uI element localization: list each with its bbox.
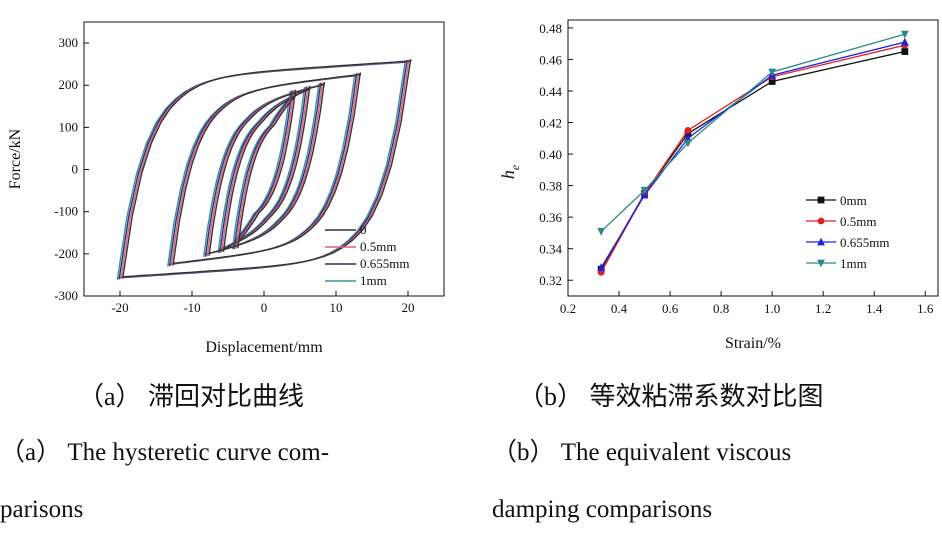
legend-b: 0mm 0.5mm 0.655mm 1mm xyxy=(806,193,889,271)
y-tick-label-b: 0.32 xyxy=(539,273,562,288)
x-tick-label-a: 0 xyxy=(261,300,268,315)
x-tick-label-a: 20 xyxy=(402,300,415,315)
data-point-marker xyxy=(597,263,606,272)
y-tick-label-b: 0.48 xyxy=(539,21,562,36)
legend-label-b: 1mm xyxy=(840,256,867,271)
y-tick-label-a: 0 xyxy=(72,162,79,177)
y-tick-label-b: 0.40 xyxy=(539,147,562,162)
y-tick-label-b: 0.44 xyxy=(539,84,562,99)
data-point-marker xyxy=(901,48,909,55)
y-axis-label-a: Force/kN xyxy=(7,128,24,189)
x-tick-label-b: 0.4 xyxy=(611,301,628,316)
data-point-marker xyxy=(817,237,825,246)
plot-frame-b xyxy=(567,19,939,297)
y-tick-label-a: -100 xyxy=(54,204,78,219)
x-tick-label-b: 1.2 xyxy=(815,301,831,316)
legend-a: 0 0.5mm 0.655mm 1mm xyxy=(325,222,409,288)
data-point-marker xyxy=(817,259,825,268)
data-point-marker xyxy=(684,126,692,134)
y-tick-label-a: -300 xyxy=(54,288,78,303)
data-point-marker xyxy=(817,217,825,225)
legend-label-a: 0.655mm xyxy=(360,256,409,271)
y-tick-label-a: 100 xyxy=(59,119,79,134)
axis-ticks-b: 0.2 0.4 0.6 0.8 1.0 1.2 1.4 1.6 0.32 0.34 0.36 0.38… xyxy=(539,21,934,316)
caption-a-english-line2: parisons xyxy=(0,496,84,523)
caption-b-english-line1: （b） The equivalent viscous xyxy=(492,439,792,466)
data-point-marker xyxy=(817,196,825,204)
x-tick-label-a: -10 xyxy=(183,300,200,315)
caption-a-english-line1: （a） The hysteretic curve com- xyxy=(0,439,330,466)
x-tick-label-b: 0.6 xyxy=(662,301,679,316)
damping-series xyxy=(597,30,909,276)
legend-label-b: 0.655mm xyxy=(840,235,889,250)
y-tick-label-b: 0.38 xyxy=(539,179,562,194)
caption-b-english-line2: damping comparisons xyxy=(492,496,713,523)
x-tick-label-b: 1.6 xyxy=(917,301,934,316)
data-point-marker xyxy=(900,30,909,39)
y-tick-label-a: -200 xyxy=(54,246,78,261)
y-tick-label-b: 0.42 xyxy=(539,116,562,131)
damping-comparison-chart: 0.2 0.4 0.6 0.8 1.0 1.2 1.4 1.6 0.32 0.34 0.36 0.38… xyxy=(498,19,939,352)
y-tick-label-a: 300 xyxy=(59,35,79,50)
x-tick-label-b: 1.0 xyxy=(764,301,780,316)
y-tick-label-b: 0.36 xyxy=(539,210,562,225)
data-point-marker xyxy=(768,78,776,85)
data-point-marker xyxy=(597,227,606,236)
caption-a-chinese: （a） 滞回对比曲线 xyxy=(78,382,305,411)
x-tick-label-a: -20 xyxy=(111,300,128,315)
legend-label-a: 1mm xyxy=(360,273,387,288)
data-point-marker xyxy=(640,186,649,195)
legend-label-a: 0.5mm xyxy=(360,239,396,254)
data-point-marker xyxy=(900,37,909,46)
caption-b-chinese: （b） 等效粘滞系数对比图 xyxy=(518,382,824,411)
y-tick-label-a: 200 xyxy=(59,77,79,92)
x-axis-label-a: Displacement/mm xyxy=(205,339,323,356)
damping-series-line xyxy=(600,41,905,268)
y-tick-label-b: 0.34 xyxy=(539,242,562,257)
legend-label-a: 0 xyxy=(360,222,367,237)
data-point-marker xyxy=(684,139,692,148)
legend-label-b: 0mm xyxy=(840,193,867,208)
data-point-marker xyxy=(768,68,777,77)
x-tick-label-a: 10 xyxy=(330,300,343,315)
hysteresis-series-line xyxy=(122,59,412,279)
y-axis-label-b: he xyxy=(498,164,522,179)
legend-label-b: 0.5mm xyxy=(840,214,876,229)
hysteresis-curves xyxy=(116,59,412,280)
x-tick-label-b: 0.2 xyxy=(560,301,576,316)
x-axis-label-b: Strain/% xyxy=(725,335,781,352)
x-tick-label-b: 0.8 xyxy=(713,301,729,316)
y-tick-label-b: 0.46 xyxy=(539,52,562,67)
x-tick-label-b: 1.4 xyxy=(866,301,883,316)
